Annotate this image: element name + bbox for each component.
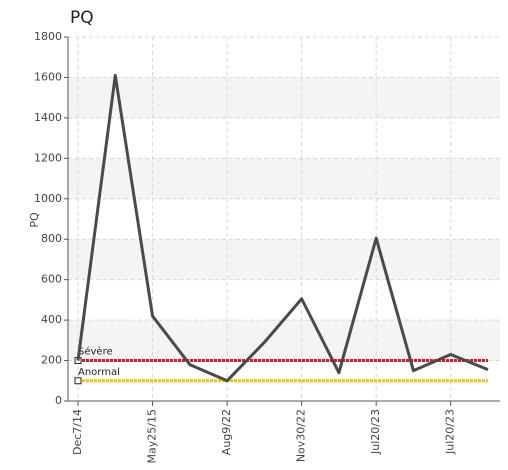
x-tick-label: Jul20/23: [369, 409, 382, 455]
grid-band: [68, 320, 500, 361]
y-tick-label: 1600: [34, 70, 62, 83]
chart-title: PQ: [70, 8, 94, 28]
grid-band: [68, 77, 500, 118]
data-line: [76, 73, 489, 383]
y-tick-label: 1800: [34, 30, 62, 43]
x-tick-label: Nov30/22: [295, 409, 308, 462]
threshold-marker: [74, 377, 82, 385]
grid-band: [68, 158, 500, 199]
threshold-label: Anormal: [78, 367, 120, 378]
y-tick-label: 0: [55, 394, 62, 407]
y-tick-label: 600: [41, 273, 62, 286]
x-tick-label: May25/15: [146, 409, 159, 463]
y-tick-label: 1200: [34, 151, 62, 164]
y-tick-label: 200: [41, 354, 62, 367]
y-tick-label: 800: [41, 232, 62, 245]
threshold-label: Sévère: [78, 346, 113, 358]
y-tick-label: 1000: [34, 192, 62, 205]
x-tick-label: Dec7/14: [71, 409, 84, 455]
grid-band: [68, 239, 500, 280]
y-tick-label: 1400: [34, 111, 62, 124]
x-tick-label: Aug9/22: [220, 409, 233, 455]
y-tick-label: 400: [41, 313, 62, 326]
y-axis-label: PQ: [28, 212, 41, 228]
x-tick-label: Jul20/23: [444, 409, 457, 455]
